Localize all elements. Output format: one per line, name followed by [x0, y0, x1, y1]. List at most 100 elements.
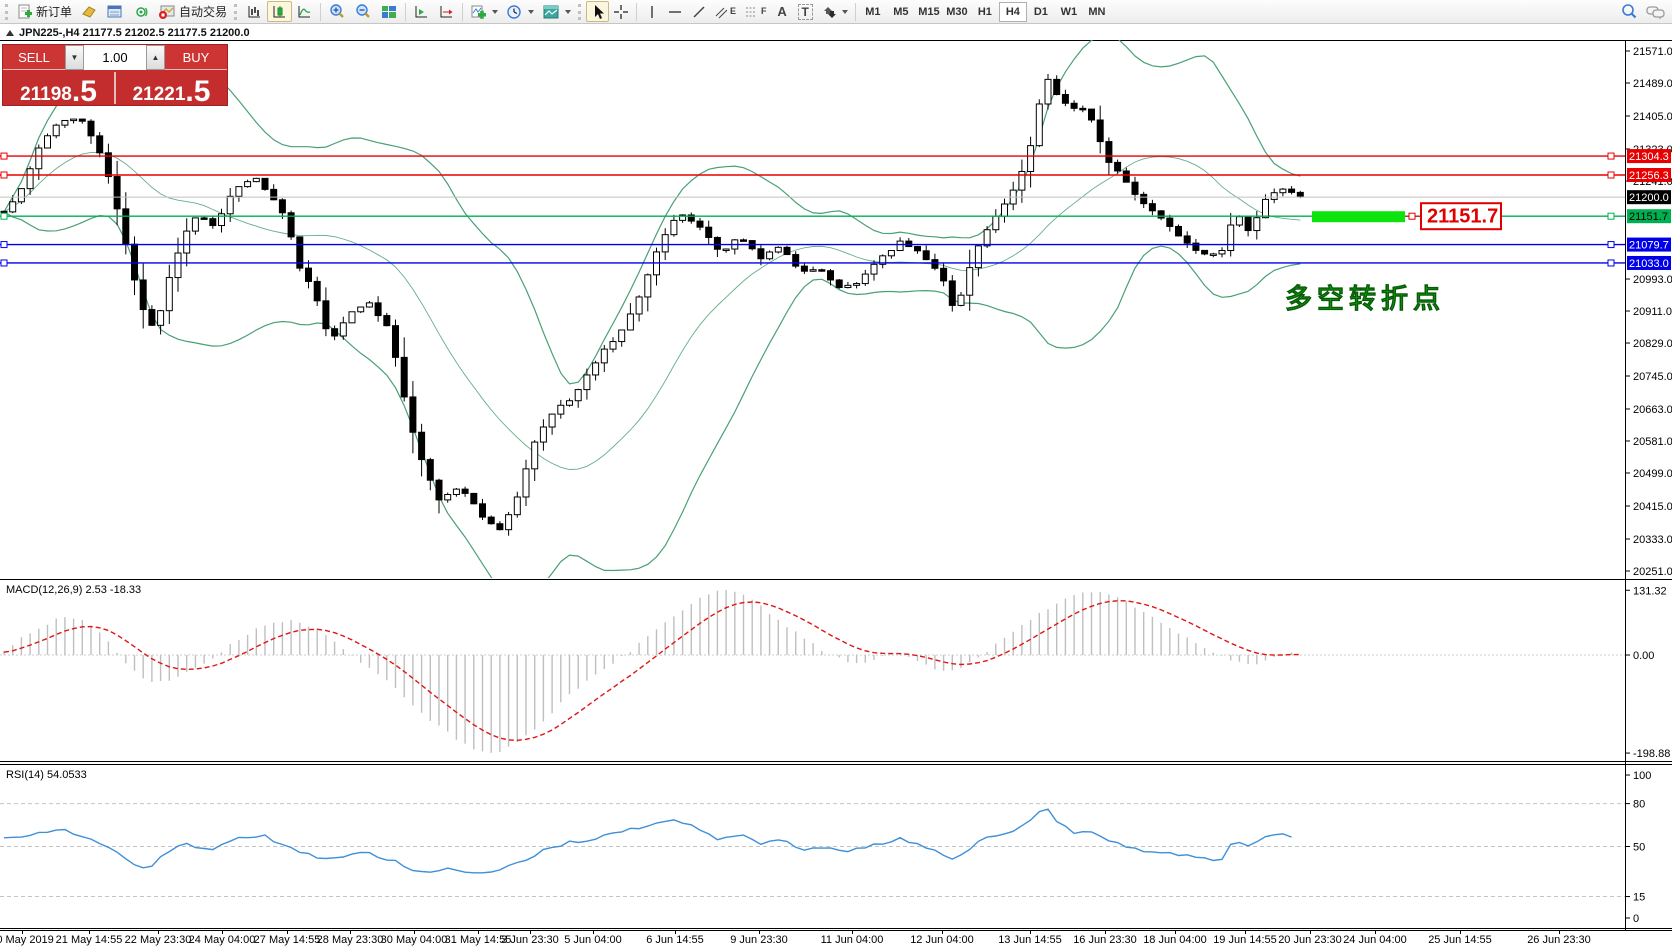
hline-right-handle[interactable] — [1607, 212, 1615, 220]
price-chart-pane[interactable]: 21571.021489.021405.021323.021241.020993… — [0, 40, 1672, 578]
fibonacci-icon — [746, 7, 757, 16]
turning-point-text[interactable]: 多空转折点 — [1285, 283, 1445, 315]
autotrade-button[interactable]: 自动交易 — [154, 1, 231, 22]
hline-left-handle[interactable] — [0, 152, 8, 160]
timeframe-M1[interactable]: M1 — [865, 5, 881, 18]
volume-increase-button[interactable]: ▲ — [146, 45, 165, 70]
candle-body — [35, 147, 43, 170]
timeframe-MN[interactable]: MN — [1088, 5, 1106, 18]
candle-body — [592, 362, 600, 376]
cursor-tool-button[interactable] — [586, 1, 610, 22]
hline-right-handle[interactable] — [1607, 171, 1615, 179]
data-window-button[interactable] — [102, 1, 128, 22]
chat-button[interactable] — [1642, 1, 1670, 22]
arrows-tool-button[interactable] — [817, 1, 852, 22]
timeframe-M15[interactable]: M15 — [918, 5, 940, 18]
zoom-out-button[interactable] — [350, 1, 376, 22]
collapse-triangle-icon[interactable] — [6, 29, 14, 36]
price-flag-box[interactable] — [1420, 202, 1502, 231]
price-tick-label: 20581.0 — [1633, 436, 1672, 448]
candle-body — [548, 413, 556, 428]
hline-price-flag-text: 21256.3 — [1629, 170, 1669, 182]
timeframe-H1[interactable]: H1 — [977, 5, 992, 18]
toolbar-grip[interactable] — [5, 3, 10, 20]
time-label: 25 Jun 14:55 — [1428, 934, 1492, 946]
time-label: 24 Jun 04:00 — [1343, 934, 1407, 946]
sell-price[interactable]: 21198 .5 — [3, 70, 114, 107]
candle-body — [17, 188, 25, 203]
bar-chart-button[interactable] — [242, 1, 267, 22]
fibonacci-tool-button[interactable]: F — [740, 1, 771, 22]
text-tool-button[interactable]: A — [771, 1, 794, 22]
candle-body — [896, 240, 904, 252]
time-tick — [942, 931, 943, 934]
time-tick — [1245, 931, 1246, 934]
time-label: 27 May 14:55 — [253, 934, 321, 946]
candle-body — [61, 119, 69, 126]
trendline-tool-button[interactable] — [687, 1, 711, 22]
indicators-button[interactable] — [466, 1, 502, 22]
market-watch-button[interactable] — [76, 1, 102, 22]
templates-button[interactable] — [538, 1, 575, 22]
volume-input[interactable]: 1.00 — [84, 45, 146, 70]
candle-body — [818, 269, 826, 272]
line-chart-button[interactable] — [292, 1, 317, 22]
hline-left-handle[interactable] — [0, 171, 8, 179]
hline-left-handle[interactable] — [0, 212, 8, 220]
price-tick-label: 20911.0 — [1633, 306, 1672, 318]
candle-body — [722, 248, 730, 252]
sell-button[interactable]: SELL — [3, 45, 65, 70]
candle-body — [1235, 216, 1243, 226]
candle-body — [922, 250, 930, 261]
hline-right-handle[interactable] — [1607, 241, 1615, 249]
timeframe-M5[interactable]: M5 — [893, 5, 909, 18]
candle-body — [740, 239, 747, 242]
periods-button[interactable] — [502, 1, 538, 22]
timeframe-D1[interactable]: D1 — [1033, 5, 1048, 18]
volume-decrease-button[interactable]: ▼ — [65, 45, 84, 70]
macd-axis-label: -198.88 — [1633, 748, 1670, 760]
hline-right-handle[interactable] — [1607, 152, 1615, 160]
buy-price[interactable]: 21221 .5 — [116, 70, 227, 107]
toolbar-grip[interactable] — [578, 3, 583, 20]
chart-shift-button[interactable] — [434, 1, 459, 22]
rsi-pane[interactable]: 100 80 50 15 0 RSI(14) 54.0533 — [0, 763, 1672, 930]
rsi-line — [3, 808, 1292, 874]
hline-right-handle[interactable] — [1607, 259, 1615, 267]
horizontal-line-tool-button[interactable] — [663, 1, 687, 22]
toolbar-grip[interactable] — [234, 3, 239, 20]
equidistant-channel-tool-button[interactable]: E — [711, 1, 740, 22]
candle-body — [766, 251, 774, 260]
flag-handle[interactable] — [1408, 212, 1416, 220]
macd-pane[interactable]: 131.32 0.00 -198.88 MACD(12,26,9) 2.53 -18.… — [0, 578, 1672, 763]
turning-point-highlight-bar[interactable] — [1312, 211, 1405, 223]
hline-left-handle[interactable] — [0, 259, 8, 267]
timeframe-H4[interactable]: H4 — [998, 1, 1027, 22]
candle-body — [853, 283, 861, 286]
current-price-flag-text: 21200.0 — [1629, 192, 1669, 204]
hline-left-handle[interactable] — [0, 241, 8, 249]
tile-windows-button[interactable] — [376, 1, 402, 22]
candle-body — [957, 294, 965, 306]
candle-body — [461, 488, 469, 494]
auto-scroll-button[interactable] — [409, 1, 434, 22]
new-order-button[interactable]: 新订单 — [13, 1, 76, 22]
channel-icon — [715, 7, 728, 18]
buy-button[interactable]: BUY — [165, 45, 227, 70]
vertical-line-tool-button[interactable] — [640, 1, 663, 22]
text-label-tool-button[interactable]: T — [794, 1, 817, 22]
candle-body — [1166, 217, 1174, 227]
candle-body — [566, 400, 573, 406]
candle-body — [661, 234, 669, 253]
crosshair-tool-button[interactable] — [609, 1, 633, 22]
zoom-in-button[interactable] — [324, 1, 350, 22]
navigator-button[interactable] — [128, 1, 154, 22]
hline-price-flag — [1627, 255, 1671, 270]
line-chart-icon — [298, 5, 311, 17]
timeframe-W1[interactable]: W1 — [1060, 5, 1078, 18]
search-button[interactable] — [1616, 1, 1642, 22]
candlestick-chart-button[interactable] — [267, 1, 293, 22]
candle-body — [557, 404, 565, 415]
timeframe-M30[interactable]: M30 — [946, 5, 968, 18]
